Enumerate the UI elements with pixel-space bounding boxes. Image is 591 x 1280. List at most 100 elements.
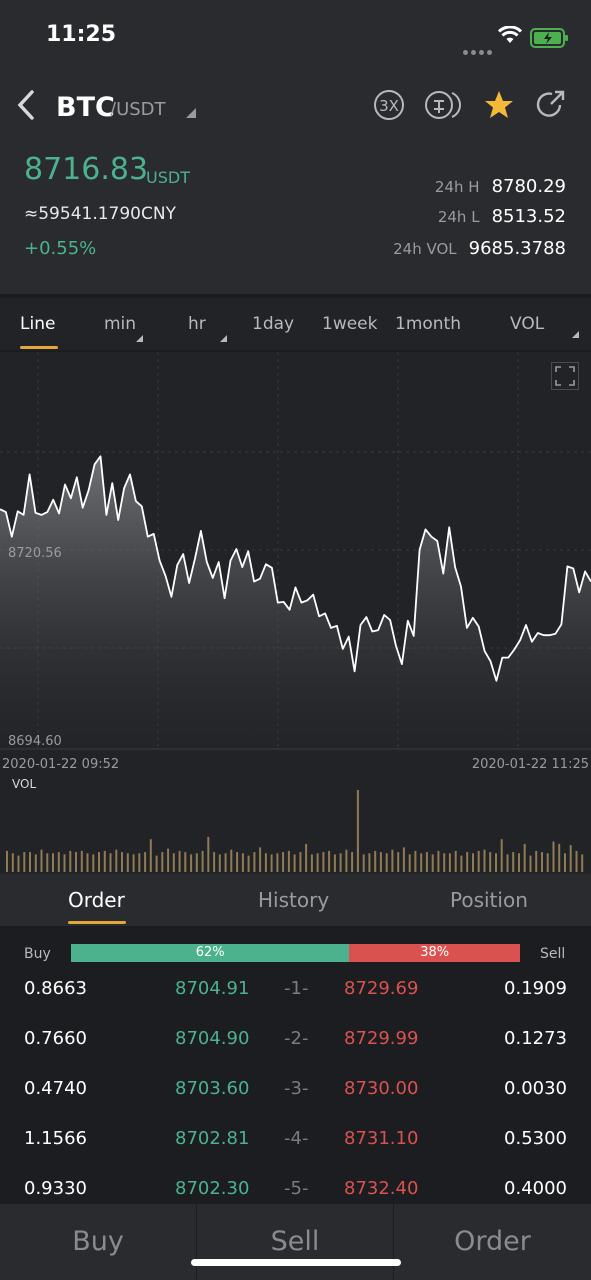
tab-order[interactable]: Order bbox=[68, 888, 125, 912]
home-indicator[interactable] bbox=[191, 1259, 401, 1266]
tab-1day[interactable]: 1day bbox=[252, 314, 295, 334]
tab-position[interactable]: Position bbox=[450, 888, 528, 912]
x-label-start: 2020-01-22 09:52 bbox=[2, 757, 119, 772]
tab-1month[interactable]: 1month bbox=[395, 314, 461, 334]
price-change: +0.55% bbox=[24, 238, 97, 259]
volume-bar bbox=[236, 852, 239, 872]
volume-bar bbox=[161, 852, 164, 872]
favorite-star-icon[interactable] bbox=[482, 88, 516, 122]
caret-icon bbox=[136, 335, 143, 342]
pair-dropdown-icon[interactable] bbox=[186, 108, 196, 118]
stat-value: 8780.29 bbox=[491, 176, 566, 197]
x-label-end: 2020-01-22 11:25 bbox=[472, 757, 589, 772]
stat-value: 8513.52 bbox=[491, 206, 566, 227]
sell-amount: 0.1909 bbox=[504, 978, 567, 999]
volume-bar bbox=[552, 841, 555, 872]
volume-bar bbox=[276, 853, 279, 872]
order-book-row[interactable]: 0.4740 8703.60 -3- 8730.00 0.0030 bbox=[0, 1078, 591, 1108]
back-arrow-icon[interactable] bbox=[14, 88, 40, 122]
volume-bar bbox=[293, 854, 296, 872]
convert-icon[interactable] bbox=[424, 88, 464, 122]
sell-amount: 0.1273 bbox=[504, 1028, 567, 1049]
volume-bar bbox=[316, 853, 319, 872]
buy-button[interactable]: Buy bbox=[0, 1204, 197, 1280]
wifi-icon bbox=[498, 26, 522, 43]
volume-bar bbox=[178, 850, 181, 872]
volume-bar bbox=[172, 853, 175, 872]
price-cny: ≈59541.1790CNY bbox=[24, 204, 176, 224]
volume-bar bbox=[167, 848, 170, 872]
volume-bar bbox=[34, 854, 37, 872]
volume-bar bbox=[454, 850, 457, 872]
buy-amount: 0.4740 bbox=[24, 1078, 87, 1099]
order-tabs: Order History Position bbox=[0, 874, 591, 926]
volume-bar bbox=[270, 854, 273, 872]
fullscreen-icon[interactable] bbox=[551, 362, 579, 390]
volume-bar bbox=[247, 855, 250, 872]
volume-bar bbox=[443, 853, 446, 872]
volume-bar bbox=[518, 853, 520, 872]
volume-bar bbox=[322, 852, 325, 872]
tab-line[interactable]: Line bbox=[20, 314, 56, 334]
sell-ratio-fill: 38% bbox=[349, 944, 520, 962]
share-icon[interactable] bbox=[535, 88, 569, 122]
order-button[interactable]: Order bbox=[454, 1226, 531, 1257]
sell-ratio-label: Sell bbox=[540, 946, 566, 962]
price-unit: USDT bbox=[146, 168, 190, 187]
order-book-row[interactable]: 0.9330 8702.30 -5- 8732.40 0.4000 bbox=[0, 1178, 591, 1208]
pair-base[interactable]: BTC bbox=[56, 92, 115, 123]
volume-bar bbox=[46, 853, 49, 872]
sell-price: 8732.40 bbox=[344, 1178, 419, 1199]
order-book-row[interactable]: 0.8663 8704.91 -1- 8729.69 0.1909 bbox=[0, 978, 591, 1008]
volume-bar bbox=[138, 853, 141, 872]
volume-bar bbox=[351, 852, 354, 872]
volume-bar bbox=[115, 849, 118, 872]
order-book-row[interactable]: 1.1566 8702.81 -4- 8731.10 0.5300 bbox=[0, 1128, 591, 1158]
status-bar: 11:25 bbox=[0, 0, 591, 72]
volume-bar bbox=[420, 853, 423, 872]
tab-1week[interactable]: 1week bbox=[322, 314, 378, 334]
depth-level: -3- bbox=[284, 1078, 309, 1099]
market-header: BTC /USDT 3X 8716.83 USDT ≈59541.1790CNY… bbox=[0, 72, 591, 294]
volume-bar bbox=[195, 853, 198, 872]
volume-bar bbox=[63, 854, 66, 872]
price-area bbox=[0, 456, 591, 749]
tab-hr[interactable]: hr bbox=[188, 314, 206, 334]
volume-bar bbox=[75, 852, 77, 872]
volume-bar bbox=[121, 852, 123, 872]
sell-amount: 0.4000 bbox=[504, 1178, 567, 1199]
volume-bar bbox=[224, 853, 227, 872]
price-chart[interactable]: 8720.56 8694.60 2020-01-22 09:52 2020-01… bbox=[0, 352, 591, 772]
buy-price: 8704.90 bbox=[175, 1028, 250, 1049]
volume-bar bbox=[57, 852, 60, 872]
volume-bar bbox=[495, 853, 497, 872]
sell-button[interactable]: Sell bbox=[197, 1204, 394, 1280]
order-book: Buy 62% 38% Sell 0.8663 8704.91 -1- 8729… bbox=[0, 926, 591, 1206]
status-time: 11:25 bbox=[46, 22, 117, 47]
volume-bar bbox=[466, 852, 469, 872]
active-tab-indicator bbox=[20, 346, 58, 349]
volume-bar bbox=[569, 845, 572, 872]
timeframe-tabs: Line min hr 1day 1week 1month VOL bbox=[0, 298, 591, 350]
volume-bar bbox=[305, 843, 308, 872]
volume-bar bbox=[310, 854, 313, 872]
volume-bar bbox=[132, 854, 135, 872]
tab-min[interactable]: min bbox=[104, 314, 137, 334]
pair-quote[interactable]: /USDT bbox=[110, 99, 166, 120]
depth-level: -4- bbox=[284, 1128, 309, 1149]
volume-bar bbox=[414, 850, 417, 872]
leverage-3x-icon[interactable]: 3X bbox=[372, 88, 406, 122]
order-book-row[interactable]: 0.7660 8704.90 -2- 8729.99 0.1273 bbox=[0, 1028, 591, 1058]
volume-bar bbox=[546, 853, 549, 872]
buy-ratio-fill: 62% bbox=[71, 944, 350, 962]
volume-bar bbox=[529, 855, 532, 872]
volume-bar bbox=[299, 852, 302, 872]
volume-bar bbox=[213, 852, 216, 872]
volume-bar bbox=[506, 854, 509, 872]
volume-bar bbox=[564, 853, 566, 872]
volume-bar bbox=[11, 853, 14, 872]
tab-history[interactable]: History bbox=[258, 888, 330, 912]
volume-bar bbox=[535, 850, 538, 872]
y-label-low: 8694.60 bbox=[8, 734, 62, 749]
tab-vol[interactable]: VOL bbox=[510, 314, 545, 334]
